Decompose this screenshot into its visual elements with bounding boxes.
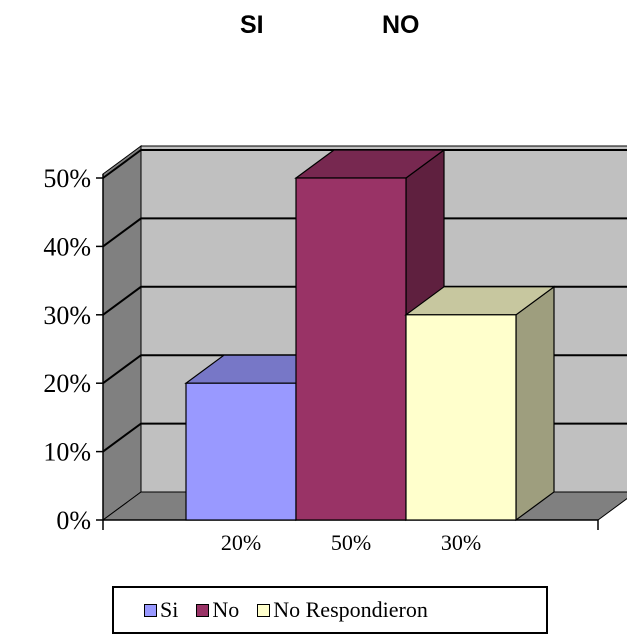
legend-item-si: Si — [144, 597, 178, 623]
legend-swatch-no-respondieron — [257, 603, 271, 617]
legend-swatch-no — [196, 603, 210, 617]
y-tick-label: 0% — [56, 506, 91, 535]
y-tick-label: 20% — [43, 369, 91, 398]
legend-item-no: No — [196, 597, 239, 623]
legend-label-no-respondieron: No Respondieron — [273, 597, 428, 622]
bar-no — [295, 177, 407, 521]
chart-legend: Si No No Respondieron — [112, 586, 548, 634]
bar-no-respondieron — [405, 314, 517, 521]
y-tick-label: 40% — [43, 232, 91, 261]
legend-label-no: No — [212, 597, 240, 622]
header-no-label: NO — [382, 11, 420, 39]
y-tick-label: 10% — [43, 438, 91, 467]
chart-side-wall — [102, 145, 142, 521]
bar-side-no-respondieron — [515, 285, 555, 522]
data-label-si: 20% — [221, 530, 261, 555]
gridline — [102, 217, 627, 248]
y-tick-label: 50% — [43, 164, 91, 193]
data-label-no-respondieron: 30% — [441, 530, 481, 555]
y-tick-label: 30% — [43, 301, 91, 330]
gridline — [102, 149, 627, 179]
bar-chart: 0% 10% 20% 30% 40% 50% 20% 50% 30% — [43, 145, 627, 555]
header-si-label: SI — [240, 11, 264, 39]
legend-label-si: Si — [160, 597, 179, 622]
legend-item-no-respondieron: No Respondieron — [257, 597, 428, 623]
bar-si — [185, 382, 297, 521]
data-label-no: 50% — [331, 530, 371, 555]
legend-swatch-si — [144, 603, 157, 617]
